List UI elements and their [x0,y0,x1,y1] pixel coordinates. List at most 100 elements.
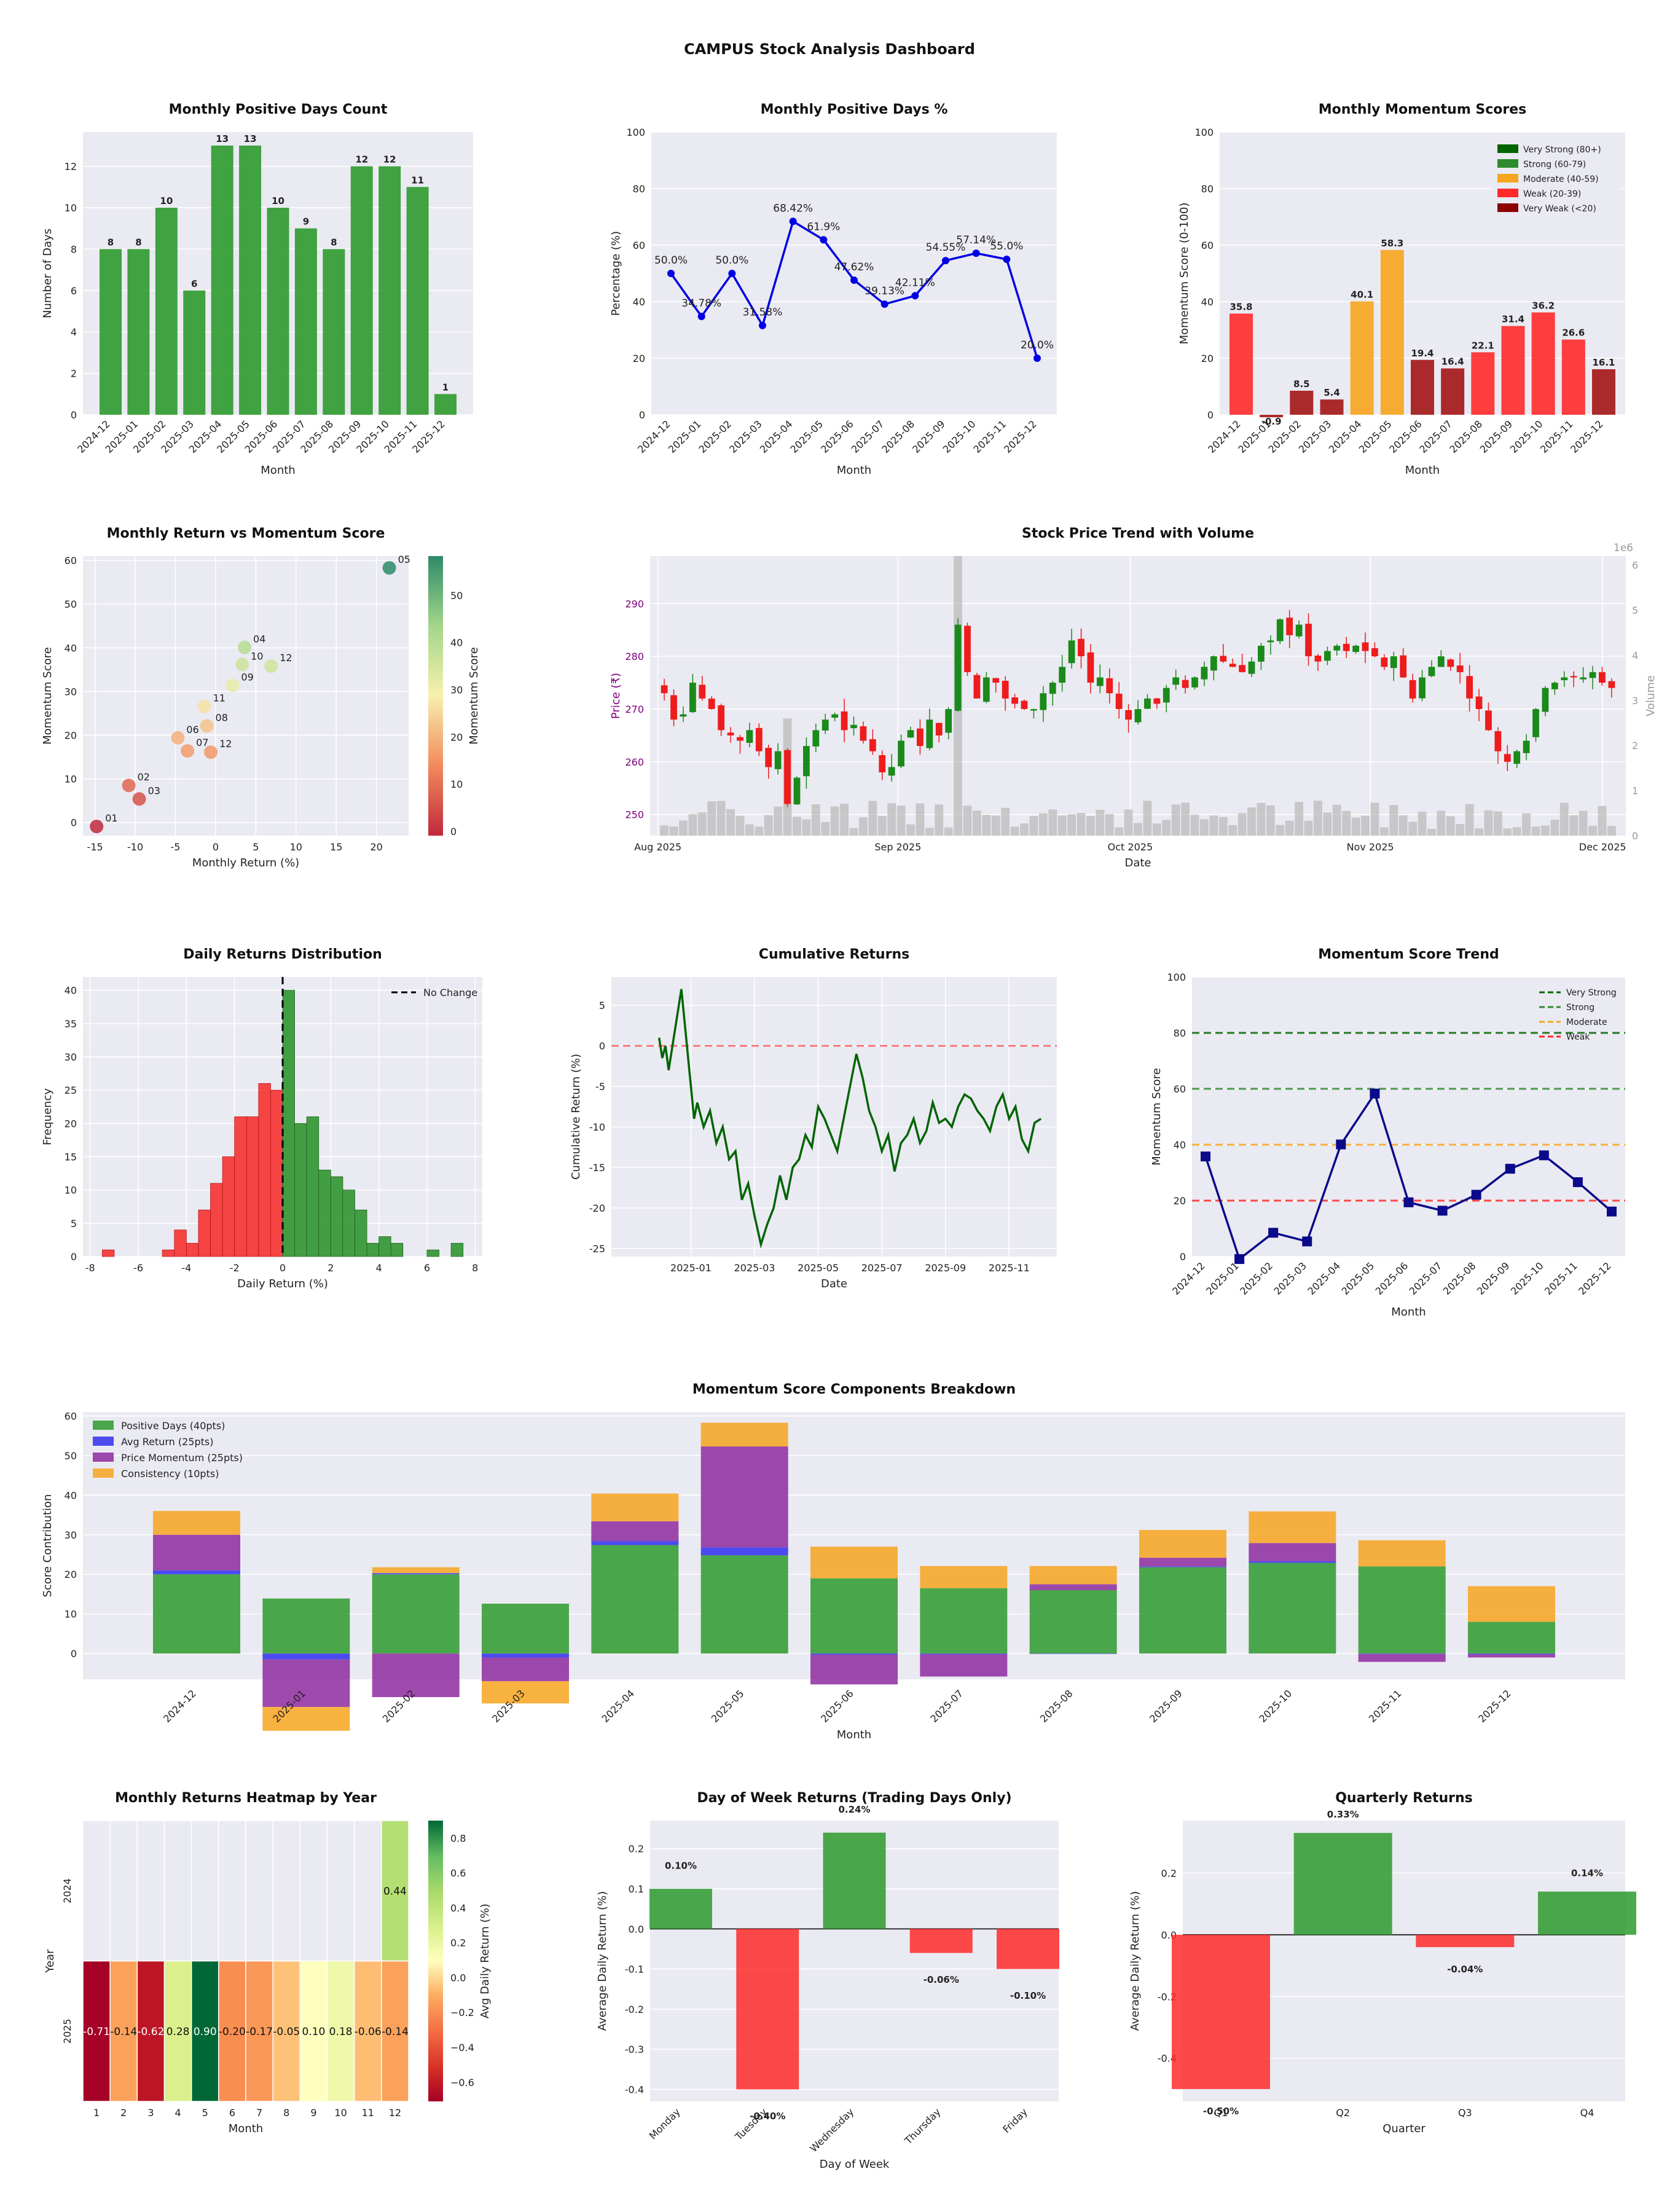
day_of_week-ytick-label: 0.0 [629,1923,644,1935]
price_trend-candle-body [1115,693,1123,709]
momentum_scores-bar [1260,415,1284,418]
returns_heatmap-xtick-label: 5 [202,2107,208,2119]
price_trend-candle-body [793,777,801,805]
returns_heatmap-xtick-label: 7 [256,2107,262,2119]
price_trend-volume-bar [925,828,934,836]
positive_days_pct-data-label: 47.62% [834,261,874,273]
returns_heatmap-colorbar-tick: 0.4 [450,1902,466,1914]
components_breakdown-segment [262,1707,350,1731]
returns_heatmap-cell [299,1960,328,2102]
day_of_week-ytick-label: -0.2 [625,2004,644,2015]
positive_days_count-data-label: 8 [331,237,337,248]
quarterly-xlabel: Quarter [1382,2122,1426,2135]
positive_days_pct-data-label: 50.0% [715,254,748,267]
daily_returns_dist-xtick-label: 2 [327,1262,334,1274]
price_trend-volume-bar [1313,801,1322,836]
components_breakdown-segment [482,1681,569,1704]
returns_heatmap-xtick-label: 4 [175,2107,181,2119]
price_trend-volume-bar [1389,805,1398,836]
price_trend-volume-bar [1579,810,1588,836]
cumulative_returns-xtick-label: 2025-11 [989,1262,1030,1274]
returns_heatmap-xtick-label: 8 [283,2107,289,2119]
price_trend-candle-body [699,684,706,699]
chart-components-breakdown: 0 10 20 30 40 50 60 Positive Days (40pts) Avg Re… [41,1382,1625,1741]
price_trend-candle-body [1381,657,1388,667]
components_breakdown-segment [372,1574,460,1654]
positive_days_pct-point [880,300,888,308]
momentum_scores-ytick-label: 0 [1207,409,1214,421]
price_trend-candle-body [1542,688,1549,712]
positive_days_pct-data-label: 20.0% [1021,339,1054,351]
price_trend-volume-bar [1503,828,1512,836]
day_of_week-bar [649,1888,712,1929]
returns_heatmap-ytick-label: 2025 [61,2018,73,2044]
daily_returns_dist-bin [306,1116,320,1257]
positive_days_pct-point [759,321,766,329]
price_trend-volume-bar [1361,815,1370,836]
quarterly-data-label: 0.14% [1571,1867,1603,1878]
components_breakdown-segment [810,1578,898,1654]
daily_returns_dist-xtick-label: -6 [133,1262,143,1274]
momentum_scores-legend-swatch [1497,203,1518,212]
price_trend-volume-bar [1247,807,1256,836]
components_breakdown-legend-label: Price Momentum (25pts) [121,1452,243,1464]
price_trend-volume-bar [811,804,820,836]
momentum_scores-data-label: 36.2 [1532,300,1555,311]
day_of_week-title: Day of Week Returns (Trading Days Only) [697,1790,1011,1806]
price_trend-candle-body [841,711,848,731]
day_of_week-bar [823,1832,886,1929]
returns_heatmap-cell-label: 0.18 [329,2026,353,2038]
cumulative_returns-ytick-label: -20 [589,1202,605,1214]
price_trend-volume-bar [1408,822,1418,836]
components_breakdown-ytick-label: 0 [71,1648,77,1660]
return_vs_momentum-colorbar-tick: 30 [450,684,463,696]
positive_days_pct-data-label: 42.11% [895,276,935,289]
momentum_scores-bar [1501,326,1525,415]
momentum_scores-legend-label: Weak (20-39) [1523,189,1581,199]
daily_returns_dist-xtick-label: -8 [85,1262,95,1274]
quarterly-data-label: -0.50% [1203,2106,1239,2117]
price_trend-volume-bar [1115,827,1124,836]
return_vs_momentum-point-label: 12 [280,652,292,664]
components_breakdown-segment [153,1511,240,1535]
components_breakdown-segment [482,1603,569,1654]
positive_days_count-bar [183,290,206,415]
quarterly-ytick-label: 0.2 [1161,1867,1177,1879]
components_breakdown-segment [810,1655,898,1685]
return_vs_momentum-ytick-label: 60 [65,555,77,567]
price_trend-candle-body [765,748,772,767]
price_trend-volume-bar [726,809,735,836]
positive_days_pct-data-label: 50.0% [654,254,688,267]
daily_returns_dist-xtick-label: 4 [376,1262,382,1274]
positive_days_count-ytick-label: 8 [71,243,77,255]
positive_days_count-bar [100,249,122,415]
day_of_week-ytick-label: -0.1 [625,1964,644,1975]
positive_days_count-xlabel: Month [261,464,295,477]
components_breakdown-segment [1139,1567,1226,1654]
price_trend-candle-body [1125,710,1132,720]
returns_heatmap-cell [163,1960,192,2102]
price_trend-ylabel: Price (₹) [610,673,622,719]
components_breakdown-segment [482,1653,569,1658]
components_breakdown-segment [591,1545,679,1654]
returns_heatmap-xtick-label: 11 [362,2107,374,2119]
components_breakdown-segment [1029,1590,1117,1654]
positive_days_pct-point [850,276,858,284]
momentum_scores-ytick-label: 40 [1201,296,1214,308]
return_vs_momentum-point-label: 10 [251,650,263,662]
returns_heatmap-cell [381,1960,409,2102]
price_trend-xtick-label: Oct 2025 [1108,841,1153,853]
momentum_trend-legend: Very Strong Strong Moderate Weak [1539,988,1617,1042]
price_trend-candle-body [992,678,1000,683]
components_breakdown-ytick-label: 10 [65,1609,77,1620]
components_breakdown-segment [1468,1622,1555,1654]
daily_returns_dist-ytick-label: 30 [65,1051,77,1063]
price_trend-candle-body [1314,656,1322,662]
price_trend-candle-body [1400,655,1407,678]
momentum_trend-point [1403,1197,1414,1207]
quarterly-data-label: 0.33% [1327,1809,1359,1820]
returns_heatmap-ytick-label: 2024 [61,1878,73,1904]
price_trend-volume-bar [1048,809,1057,836]
price_trend-candle-body [774,751,782,769]
components_breakdown-segment [372,1567,460,1574]
